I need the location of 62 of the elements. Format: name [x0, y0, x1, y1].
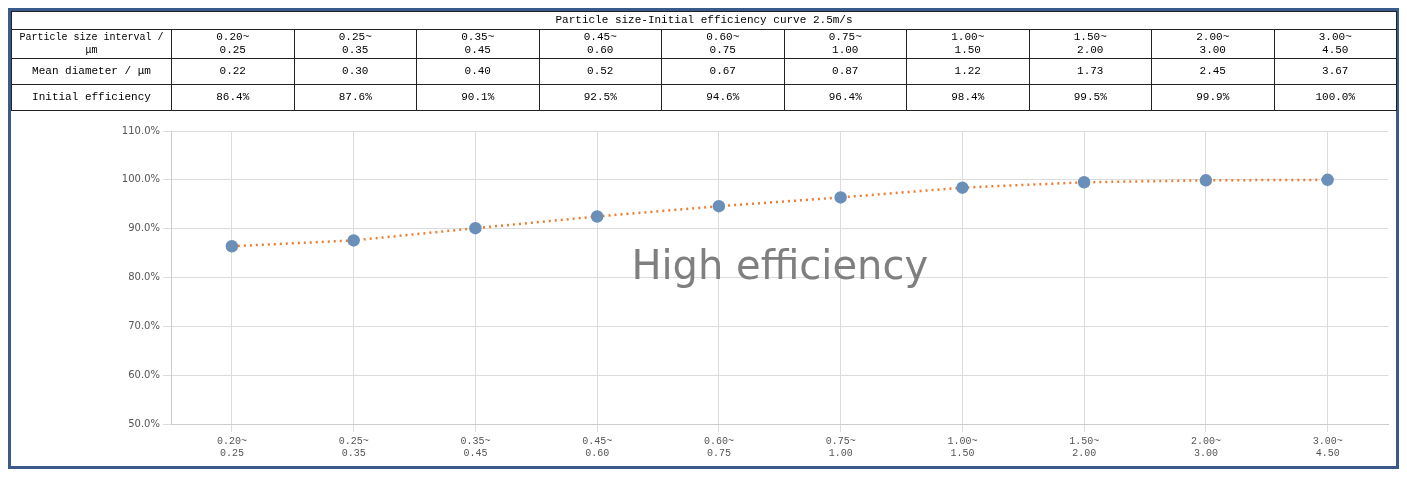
text: 1.22: [906, 58, 1029, 85]
x-tick-label: 0.35~0.45: [460, 435, 491, 459]
y-tick-label: 110.0%: [121, 124, 160, 136]
text: Mean diameter / μm: [11, 58, 172, 85]
category-label: 1.50~2.00: [1073, 31, 1107, 56]
data-label: 99.5%: [1029, 84, 1152, 111]
y-tick-label: 80.0%: [128, 271, 160, 283]
point: [956, 181, 969, 194]
data-label: 96.4%: [784, 84, 907, 111]
category-label: 2.00~3.00: [1196, 31, 1230, 56]
point: [1077, 176, 1091, 189]
data-label: 94.6%: [661, 84, 784, 111]
text: 0.52: [539, 58, 662, 85]
x-tick-label: 0.60~0.75: [703, 435, 734, 459]
point: [712, 199, 726, 213]
text: Particle size interval / μm: [11, 29, 172, 59]
point: [225, 240, 239, 253]
text: 0.22: [171, 58, 294, 85]
x-tick-label: 1.00~1.50: [947, 435, 978, 459]
category-label: 3.00~4.50: [1318, 31, 1352, 56]
data-label: 86.4%: [171, 84, 294, 111]
category-label: 0.75~1.00: [828, 31, 862, 56]
point: [469, 221, 482, 235]
y-tick-label: 50.0%: [128, 417, 160, 429]
category-label: 0.60~0.75: [706, 31, 740, 56]
chart-title: Particle size-Initial efficiency curve 2.5m/s: [11, 11, 1397, 30]
y-tick-label: 100.0%: [121, 173, 160, 185]
point: [590, 210, 604, 223]
x-tick-label: 1.50~2.00: [1069, 435, 1100, 459]
category-label: 0.45~0.60: [583, 31, 617, 56]
category-label: 0.25~0.35: [338, 31, 372, 56]
point: [1321, 173, 1334, 187]
x-tick-label: 0.75~1.00: [825, 435, 856, 459]
y-tick-label: 70.0%: [128, 319, 160, 331]
text: 0.67: [661, 58, 784, 85]
text: 0.87: [784, 58, 907, 85]
y-tick-label: 60.0%: [128, 368, 160, 380]
data-label: 87.6%: [294, 84, 417, 111]
text: 3.67: [1274, 58, 1397, 85]
y-tick-label: 90.0%: [128, 222, 160, 234]
category-label: 0.20~0.25: [216, 31, 250, 56]
category-label: 0.35~0.45: [461, 31, 495, 56]
x-tick-label: 0.45~0.60: [582, 435, 613, 459]
x-tick-label: 0.25~0.35: [338, 435, 369, 459]
data-label: 90.1%: [416, 84, 539, 111]
point: [834, 191, 847, 204]
x-tick-label: 2.00~3.00: [1190, 435, 1221, 459]
data-label: 92.5%: [539, 84, 662, 111]
data-label: 99.9%: [1151, 84, 1274, 111]
x-tick-label: 0.20~0.25: [216, 435, 247, 459]
x-tick-label: 3.00~4.50: [1312, 435, 1343, 459]
point: [347, 234, 360, 247]
point: [1199, 174, 1213, 187]
data-label: 100.0%: [1274, 84, 1397, 111]
annotation: High efficiency: [631, 242, 929, 289]
text: Initial efficiency: [11, 84, 172, 111]
text: 0.30: [294, 58, 417, 85]
text: 2.45: [1151, 58, 1274, 85]
category-label: 1.00~1.50: [951, 31, 985, 56]
text: 1.73: [1029, 58, 1152, 85]
text: 0.40: [416, 58, 539, 85]
data-label: 98.4%: [906, 84, 1029, 111]
